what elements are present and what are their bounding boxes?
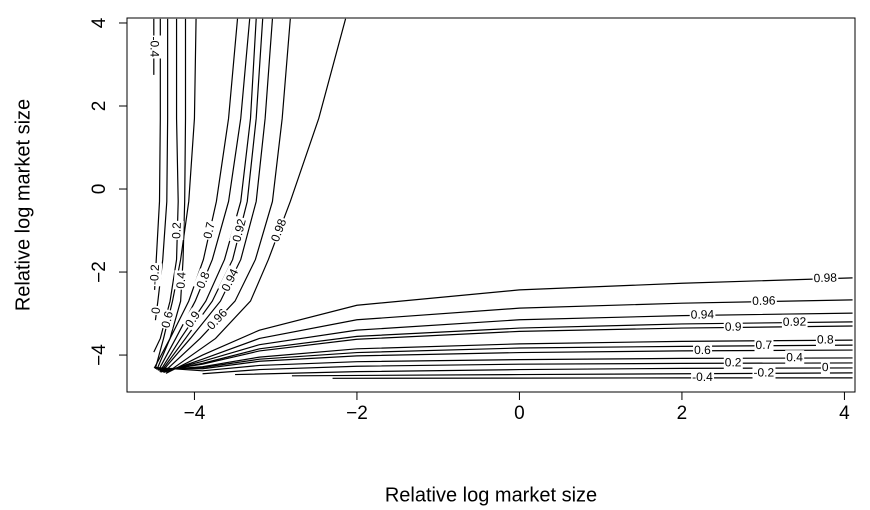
- contour-label-text: 0.7: [200, 220, 217, 240]
- x-tick-label: 2: [677, 403, 688, 424]
- contour-label: 0.7: [200, 219, 219, 241]
- contour-label: 0.92: [781, 314, 808, 329]
- contour-label-bg: [169, 220, 184, 241]
- contour-label: 0.8: [192, 268, 214, 292]
- contour-label: -0.2: [147, 262, 163, 287]
- contour-label-text: 0.2: [169, 222, 183, 239]
- contour-label-bg: [781, 314, 808, 329]
- x-axis-title: Relative log market size: [385, 484, 597, 506]
- contour-label-bg: [229, 216, 250, 245]
- contour-label: 0: [148, 305, 164, 316]
- contour-label-bg: [267, 215, 290, 245]
- contour-label-bg: [148, 305, 164, 316]
- contour-line: [160, 18, 853, 373]
- contour-label-text: 0.7: [755, 338, 772, 352]
- y-tick-label: 0: [89, 184, 110, 195]
- contour-label-bg: [820, 360, 830, 375]
- contour-label-text: 0.8: [193, 269, 212, 290]
- y-tick-label: 2: [89, 101, 110, 112]
- contour-label-bg: [751, 293, 777, 308]
- y-tick-label: −4: [89, 344, 110, 366]
- contour-label-bg: [158, 308, 177, 331]
- contour-label-text: 0.92: [783, 315, 807, 329]
- contour-line: [165, 18, 853, 374]
- x-tick-label: 4: [839, 403, 850, 424]
- contour-label: 0.94: [689, 307, 716, 322]
- contour-label-text: 0.9: [725, 320, 742, 334]
- contour-label: 0: [820, 360, 830, 375]
- y-tick-label: −2: [89, 261, 110, 283]
- contour-label-bg: [815, 332, 835, 347]
- x-tick-label: 0: [514, 403, 525, 424]
- contour-label-bg: [217, 265, 242, 295]
- contour-label-bg: [812, 270, 839, 286]
- contour-label: 0.8: [815, 332, 835, 347]
- contour-label-bg: [785, 350, 805, 365]
- contour-label-text: 0.98: [813, 271, 837, 286]
- contour-label-bg: [147, 35, 162, 59]
- contour-label-bg: [754, 337, 774, 352]
- contour-label-bg: [203, 304, 231, 334]
- contour-label-bg: [200, 219, 219, 241]
- contour-label-bg: [192, 268, 214, 292]
- contour-label-bg: [752, 365, 776, 380]
- contour-label-text: -0.4: [148, 37, 162, 58]
- contour-label-bg: [723, 355, 743, 370]
- contour-label: 0.2: [169, 220, 184, 241]
- contour-line: [159, 18, 853, 372]
- contour-label: 0.4: [173, 270, 189, 291]
- contour-label-text: 0.6: [694, 343, 711, 357]
- contour-label-text: 0.8: [817, 332, 834, 346]
- contour-label-text: 0.96: [752, 294, 776, 308]
- contour-label-bg: [181, 307, 204, 331]
- contour-label-text: 0.4: [174, 271, 189, 289]
- contour-label: 0.6: [158, 308, 177, 331]
- contour-label-bg: [691, 370, 715, 385]
- contour-label: 0.94: [217, 265, 242, 295]
- plot-box: [126, 17, 856, 393]
- contour-label: 0.98: [267, 215, 290, 245]
- contour-label-text: 0.4: [786, 350, 803, 364]
- contour-label-bg: [689, 307, 716, 322]
- contour-label-text: 0: [822, 360, 829, 374]
- contour-label: 0.92: [229, 216, 250, 245]
- contour-label: 0.9: [723, 319, 743, 334]
- contour-line: [153, 18, 853, 375]
- y-tick-label: 4: [89, 17, 110, 28]
- contour-label: 0.7: [754, 337, 774, 352]
- contour-label-text: 0.94: [691, 307, 715, 321]
- contour-label-text: 0.6: [158, 310, 176, 330]
- x-tick-label: −4: [184, 403, 206, 424]
- contour-label: 0.4: [785, 350, 805, 365]
- contour-label: 0.9: [181, 307, 204, 331]
- contour-label: 0.98: [812, 270, 839, 286]
- contour-label-bg: [173, 270, 189, 291]
- contour-label-text: -0.4: [692, 370, 713, 384]
- y-axis-title: Relative log market size: [12, 99, 34, 311]
- contour-line: [157, 18, 853, 371]
- contour-label: -0.2: [752, 365, 776, 380]
- contour-line: [154, 18, 853, 370]
- contour-label-bg: [147, 262, 163, 287]
- contour-label-bg: [723, 319, 743, 334]
- contour-line: [153, 18, 853, 372]
- contour-label-text: 0.92: [229, 217, 248, 243]
- contour-label-text: 0: [148, 306, 163, 315]
- contour-line: [163, 18, 853, 374]
- contour-label-text: 0.2: [725, 355, 742, 369]
- contour-label: 0.96: [751, 293, 777, 308]
- contour-label-text: -0.2: [147, 264, 162, 286]
- contour-label: -0.4: [147, 35, 162, 59]
- contour-label: 0.6: [693, 342, 713, 358]
- x-tick-label: −2: [346, 403, 368, 424]
- contour-label-text: -0.2: [753, 365, 774, 379]
- contour-line: [159, 18, 853, 373]
- contour-line: [156, 18, 853, 370]
- contour-label-bg: [693, 342, 713, 358]
- contour-label: -0.4: [691, 370, 715, 385]
- contour-label: 0.2: [723, 355, 743, 370]
